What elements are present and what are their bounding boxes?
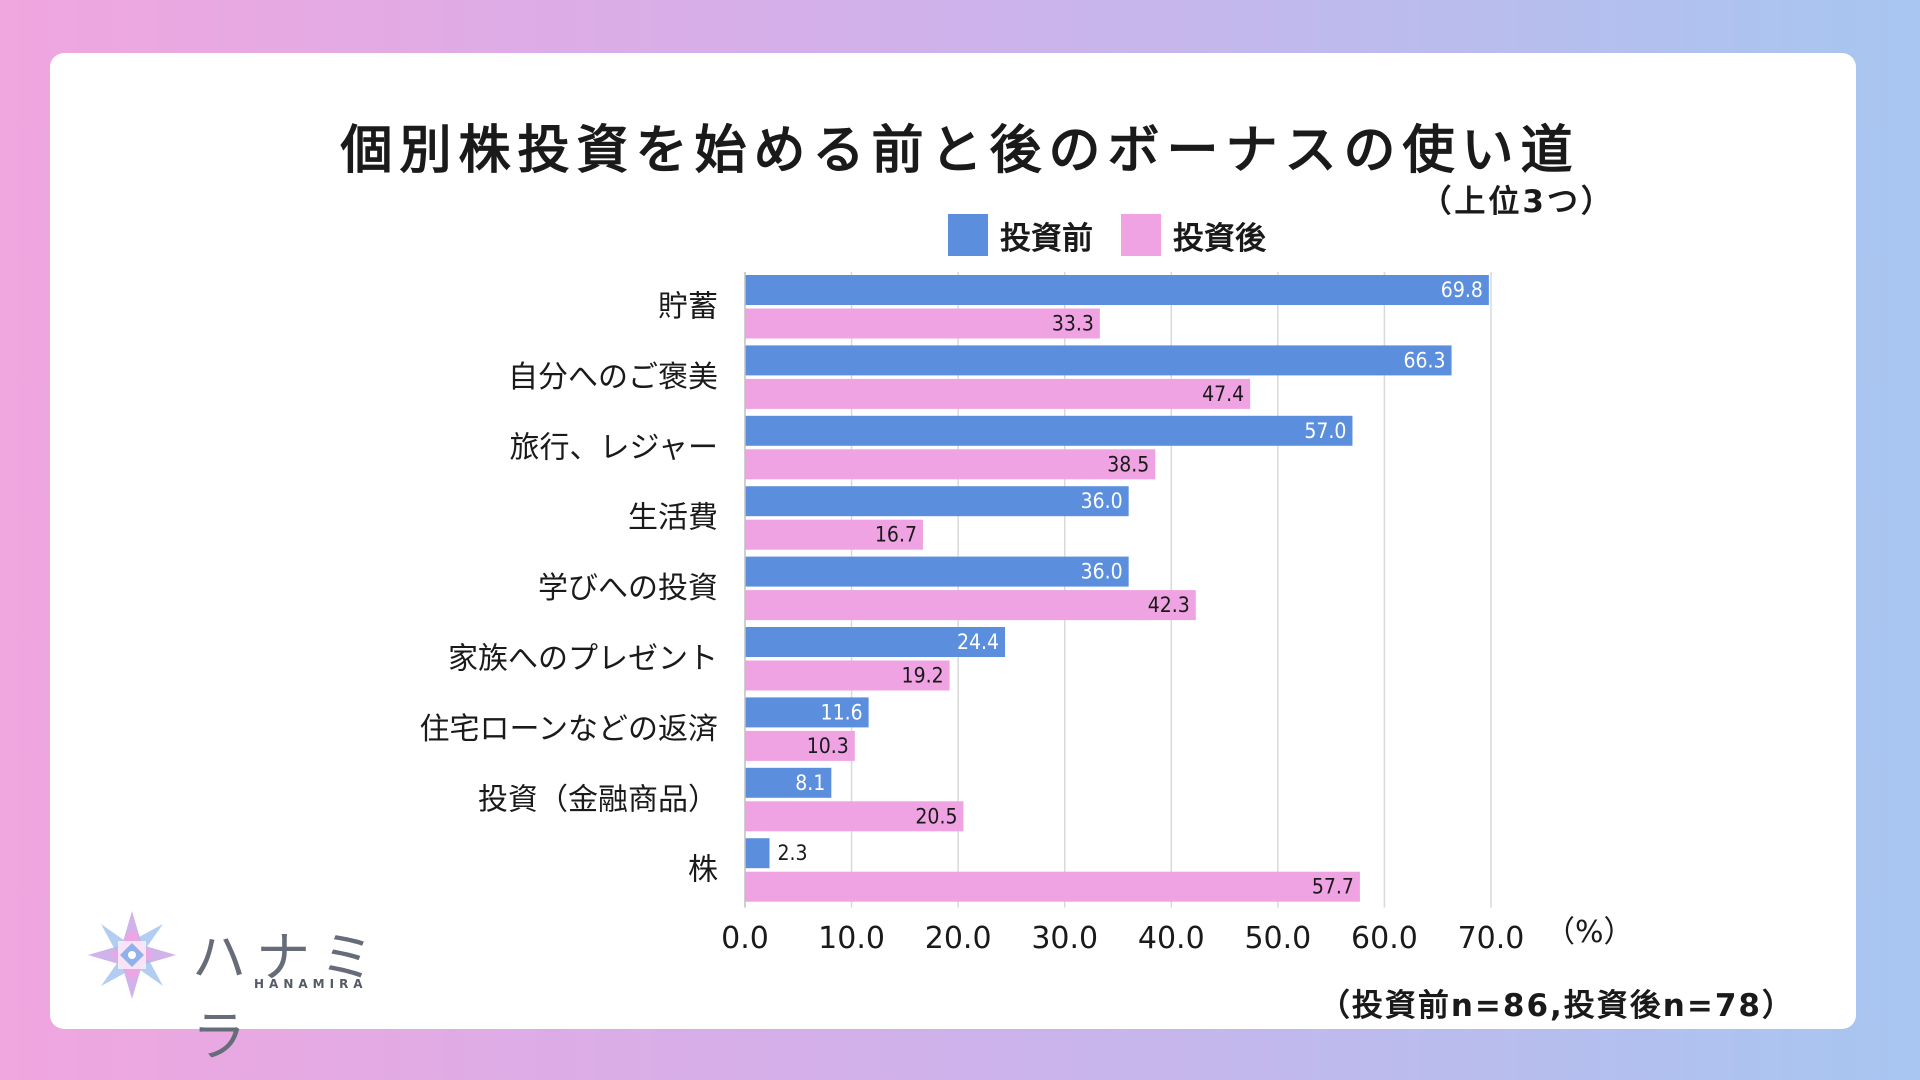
x-tick-label: 40.0 <box>1138 921 1205 956</box>
bar-after <box>745 449 1156 480</box>
bar-after <box>745 660 950 691</box>
bar-before <box>745 767 832 798</box>
data-label: 57.7 <box>1312 875 1354 899</box>
bar-after <box>745 801 964 832</box>
bar-after <box>745 519 923 550</box>
data-label: 66.3 <box>1404 348 1446 372</box>
category-label: 家族へのプレゼント <box>448 642 718 677</box>
bar-before <box>745 415 1353 446</box>
brand-name: ハナミラ <box>192 926 384 1068</box>
data-label: 38.5 <box>1107 452 1149 476</box>
legend: 投資前 投資後 <box>948 213 1294 258</box>
bar-before <box>745 275 1489 305</box>
data-label: 10.3 <box>807 734 849 758</box>
bar-before <box>745 838 770 869</box>
bar-after <box>745 730 855 761</box>
kaleidoscope-flower-icon <box>88 911 176 999</box>
x-tick-label: 60.0 <box>1351 921 1418 956</box>
bar-after <box>745 378 1251 409</box>
legend-swatch-before <box>948 214 988 256</box>
legend-label-before: 投資前 <box>1000 220 1093 257</box>
data-label: 11.6 <box>821 700 863 724</box>
data-label: 42.3 <box>1148 593 1190 617</box>
data-label: 47.4 <box>1202 382 1244 406</box>
sample-size-note: （投資前n=86,投資後n=78） <box>1318 988 1795 1024</box>
category-label: 自分へのご褒美 <box>508 360 718 395</box>
bar-after <box>745 871 1360 902</box>
data-label: 8.1 <box>795 771 825 795</box>
bar-before <box>745 556 1129 587</box>
data-label: 33.3 <box>1052 312 1094 336</box>
x-tick-label: 0.0 <box>721 921 769 956</box>
category-label: 生活費 <box>628 501 718 536</box>
chart-title: 個別株投資を始める前と後のボーナスの使い道 <box>340 121 1580 181</box>
brand-sub: HANAMIRA <box>254 977 368 991</box>
brand-logo: ハナミラ HANAMIRA <box>82 905 442 1068</box>
bar-before <box>745 345 1452 376</box>
bar-after <box>745 590 1196 621</box>
bar-before <box>745 627 1006 657</box>
x-tick-label: 10.0 <box>818 921 885 956</box>
x-tick-label: 30.0 <box>1031 921 1098 956</box>
x-axis-unit: （%） <box>1545 915 1634 950</box>
data-label: 16.7 <box>875 523 917 547</box>
chart-subtitle: （上位3つ） <box>1420 184 1615 220</box>
category-label: 投資（金融商品） <box>478 782 718 817</box>
category-label: 学びへの投資 <box>538 571 718 606</box>
legend-swatch-after <box>1121 214 1161 256</box>
data-label: 57.0 <box>1304 419 1346 443</box>
x-tick-label: 20.0 <box>925 921 992 956</box>
data-label: 36.0 <box>1081 560 1123 584</box>
x-tick-label: 50.0 <box>1244 921 1311 956</box>
bar-before <box>745 697 869 728</box>
data-label: 2.3 <box>778 841 808 865</box>
category-label: 旅行、レジャー <box>510 430 719 465</box>
data-label: 20.5 <box>915 804 957 828</box>
data-label: 69.8 <box>1441 278 1483 302</box>
data-label: 24.4 <box>957 630 999 654</box>
legend-item-after: 投資後 <box>1121 213 1266 258</box>
category-label: 貯蓄 <box>658 290 718 325</box>
data-label: 19.2 <box>902 664 944 688</box>
bar-before <box>745 486 1129 517</box>
category-label: 株 <box>688 853 718 888</box>
x-tick-label: 70.0 <box>1458 921 1525 956</box>
legend-item-before: 投資前 <box>948 213 1093 258</box>
bar-after <box>745 308 1100 339</box>
legend-label-after: 投資後 <box>1173 220 1266 257</box>
category-label: 住宅ローンなどの返済 <box>420 712 719 747</box>
data-label: 36.0 <box>1081 489 1123 513</box>
